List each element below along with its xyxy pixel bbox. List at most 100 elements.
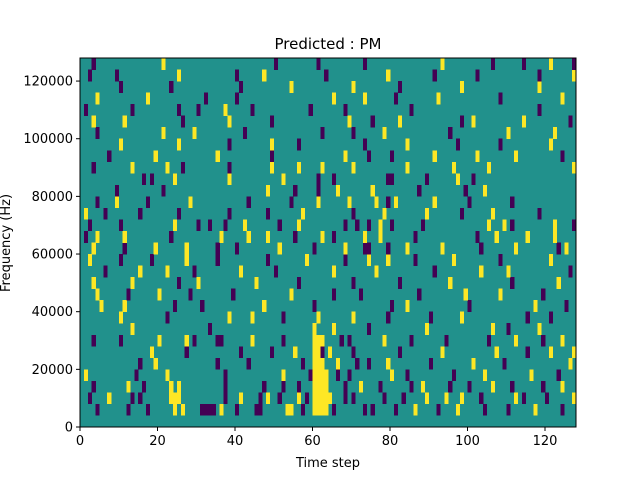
- heatmap-cell: [343, 242, 348, 255]
- heatmap-cell: [161, 58, 166, 70]
- heatmap-cell: [246, 196, 251, 209]
- y-tick-label: 120000: [23, 75, 73, 90]
- heatmap-cell: [335, 369, 340, 382]
- heatmap-cell: [343, 254, 348, 266]
- x-tick-label: 20: [149, 434, 166, 449]
- heatmap-cell: [204, 92, 209, 105]
- heatmap-cell: [386, 357, 391, 370]
- heatmap-cell: [548, 346, 553, 359]
- heatmap-cell: [250, 311, 255, 324]
- heatmap-cell: [316, 369, 321, 382]
- heatmap-cell: [382, 392, 387, 405]
- heatmap-cell: [386, 173, 391, 186]
- heatmap-cell: [366, 357, 371, 370]
- heatmap-cell: [351, 392, 356, 405]
- heatmap-cell: [572, 392, 577, 405]
- heatmap-cell: [331, 403, 336, 416]
- heatmap-cell: [297, 380, 302, 393]
- heatmap-cell: [510, 219, 515, 232]
- heatmap-cell: [273, 58, 278, 70]
- heatmap-cell: [242, 127, 247, 139]
- heatmap-cell: [568, 115, 573, 128]
- heatmap-cell: [281, 380, 286, 393]
- heatmap-cell: [316, 380, 321, 393]
- heatmap-cell: [548, 58, 553, 70]
- heatmap-cell: [118, 219, 123, 232]
- heatmap-cell: [331, 323, 336, 335]
- heatmap-cell: [452, 369, 457, 382]
- heatmap-cell: [502, 357, 507, 370]
- heatmap-cell: [316, 403, 321, 416]
- heatmap-cell: [572, 346, 577, 359]
- x-axis: 0 20 40 60 80 100 120: [76, 427, 557, 449]
- heatmap-cell: [118, 81, 123, 93]
- heatmap-cell: [91, 380, 96, 393]
- heatmap-cell: [366, 219, 371, 232]
- heatmap-cell: [556, 369, 561, 382]
- heatmap-cell: [83, 207, 88, 220]
- heatmap-cell: [424, 173, 429, 186]
- heatmap-cell: [145, 403, 150, 416]
- heatmap-cell: [118, 254, 123, 266]
- heatmap-cell: [269, 115, 274, 128]
- heatmap-cell: [347, 196, 352, 209]
- heatmap-cell: [413, 403, 418, 416]
- heatmap-cell: [277, 242, 282, 255]
- heatmap-cell: [533, 300, 538, 312]
- heatmap-cell: [91, 334, 96, 347]
- heatmap-cell: [552, 219, 557, 232]
- heatmap-cell: [122, 230, 127, 243]
- heatmap-cell: [351, 127, 356, 139]
- heatmap-cell: [537, 69, 542, 82]
- heatmap-cell: [308, 104, 313, 116]
- heatmap-cell: [223, 104, 228, 116]
- heatmap-cell: [316, 311, 321, 324]
- heatmap-cell: [122, 115, 127, 128]
- heatmap-cell: [510, 380, 515, 393]
- x-tick-label: 100: [455, 434, 480, 449]
- heatmap-cell: [312, 300, 317, 312]
- heatmap-cell: [215, 357, 220, 370]
- heatmap-cell: [269, 138, 274, 151]
- heatmap-cell: [196, 104, 201, 116]
- heatmap-cell: [91, 161, 96, 174]
- heatmap-cell: [463, 184, 468, 197]
- heatmap-cell: [293, 230, 298, 243]
- heatmap-cell: [347, 115, 352, 128]
- heatmap-cell: [312, 392, 317, 405]
- heatmap-cell: [541, 288, 546, 301]
- heatmap-cell: [355, 357, 360, 370]
- heatmap-cell: [219, 230, 224, 243]
- heatmap-cell: [455, 138, 460, 151]
- heatmap-cell: [486, 161, 491, 174]
- heatmap-cell: [351, 161, 356, 174]
- heatmap-cell: [289, 196, 294, 209]
- heatmap-cell: [266, 230, 271, 243]
- heatmap-cell: [83, 369, 88, 382]
- heatmap-cell: [486, 219, 491, 232]
- heatmap-cell: [413, 254, 418, 266]
- heatmap-cell: [87, 392, 92, 405]
- heatmap-cell: [362, 242, 367, 255]
- heatmap-cell: [235, 69, 240, 82]
- heatmap-cell: [165, 265, 170, 278]
- heatmap-cell: [277, 219, 282, 232]
- heatmap-cell: [145, 196, 150, 209]
- heatmap-cell: [331, 230, 336, 243]
- heatmap-cell: [138, 357, 143, 370]
- heatmap-cell: [184, 346, 189, 359]
- heatmap-cell: [370, 184, 375, 197]
- heatmap-cell: [207, 219, 212, 232]
- heatmap-cell: [173, 403, 178, 416]
- heatmap-cell: [324, 369, 329, 382]
- heatmap-cell: [560, 150, 565, 163]
- heatmap-cell: [95, 288, 100, 301]
- heatmap-cell: [386, 311, 391, 324]
- heatmap-cell: [560, 92, 565, 105]
- heatmap-cell: [269, 346, 274, 359]
- heatmap-cell: [312, 242, 317, 255]
- heatmap-cell: [343, 104, 348, 116]
- heatmap-cell: [533, 403, 538, 416]
- heatmap-cell: [475, 230, 480, 243]
- heatmap-cell: [455, 403, 460, 416]
